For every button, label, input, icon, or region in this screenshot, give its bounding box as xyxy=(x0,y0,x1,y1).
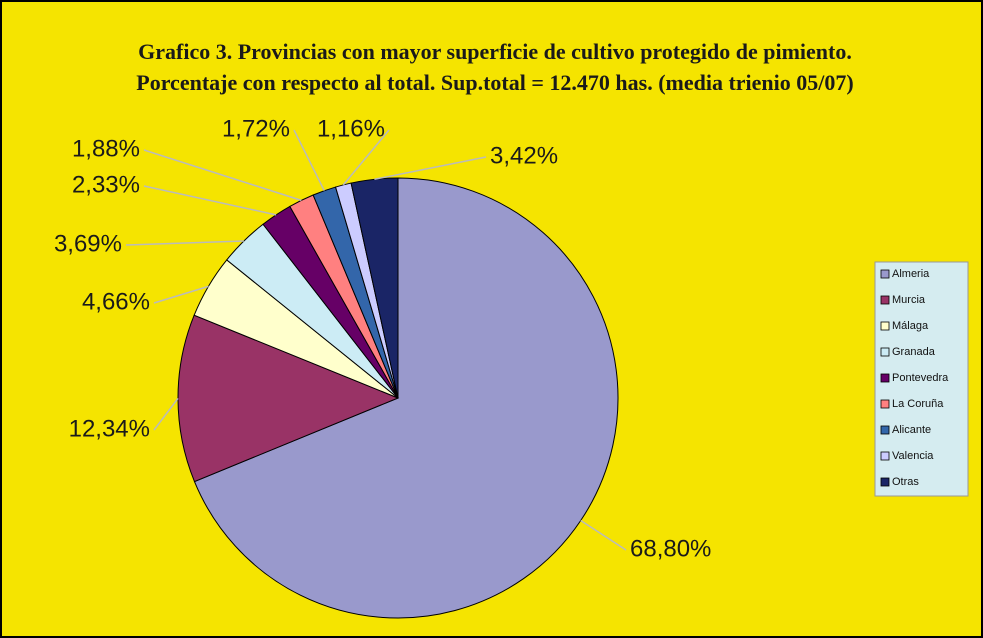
legend-label: Granada xyxy=(892,346,936,358)
data-label: 3,42% xyxy=(490,142,558,169)
legend-swatch xyxy=(880,321,890,331)
leader-line xyxy=(153,397,179,431)
chart-title: Grafico 3. Provincias con mayor superfic… xyxy=(136,39,854,95)
legend-swatch xyxy=(880,477,890,487)
leader-line xyxy=(125,240,244,246)
pie-slice xyxy=(193,177,619,619)
legend-label: Málaga xyxy=(892,320,929,332)
legend-swatch xyxy=(880,347,890,357)
leader-line xyxy=(153,285,209,304)
legend-swatch xyxy=(880,269,890,279)
legend-swatch xyxy=(880,373,890,383)
legend-label: Murcia xyxy=(892,294,926,306)
leader-line xyxy=(580,519,627,551)
pie-slice xyxy=(350,177,399,399)
legend-label: La Coruña xyxy=(892,398,944,410)
leader-line xyxy=(143,149,302,202)
data-label: 1,88% xyxy=(72,135,140,162)
data-label: 68,80% xyxy=(630,535,711,562)
data-label: 2,33% xyxy=(72,171,140,198)
legend-swatch xyxy=(880,399,890,409)
leader-line xyxy=(143,185,277,216)
data-label: 4,66% xyxy=(82,288,150,315)
pie-slice xyxy=(177,314,400,483)
data-label: 12,34% xyxy=(69,415,150,442)
legend-label: Valencia xyxy=(892,450,934,462)
legend-swatch xyxy=(880,451,890,461)
legend-box xyxy=(874,261,969,497)
data-label: 1,16% xyxy=(317,115,385,142)
legend-label: Otras xyxy=(892,476,919,488)
leader-line xyxy=(342,129,390,186)
data-label: 1,72% xyxy=(222,115,290,142)
data-label: 3,69% xyxy=(54,230,122,257)
legend-label: Pontevedra xyxy=(892,372,949,384)
legend-label: Alicante xyxy=(892,424,931,436)
legend-swatch xyxy=(880,295,890,305)
legend-swatch xyxy=(880,425,890,435)
legend-label: Almeria xyxy=(892,268,930,280)
leader-line xyxy=(374,156,487,181)
leader-line xyxy=(293,129,325,192)
